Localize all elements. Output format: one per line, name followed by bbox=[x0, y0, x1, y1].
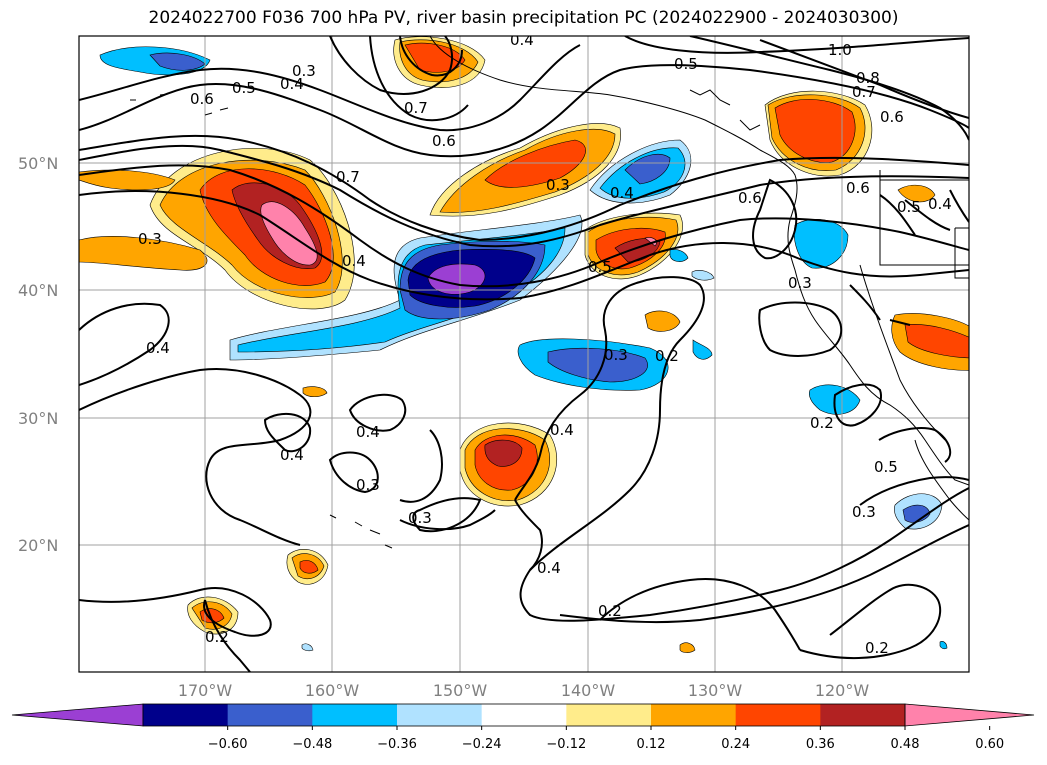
colorbar-segment bbox=[566, 704, 652, 726]
colorbar-tick-label: 0.60 bbox=[975, 737, 1004, 752]
colorbar-segment bbox=[481, 704, 567, 726]
contour-label: 1.0 bbox=[828, 41, 852, 59]
lat-label: 40°N bbox=[18, 281, 58, 300]
contour-label: 0.3 bbox=[356, 476, 380, 494]
lon-label: 150°W bbox=[433, 681, 488, 700]
longitude-labels: 170°W 160°W 150°W 140°W 130°W 120°W bbox=[178, 681, 870, 700]
lat-label: 30°N bbox=[18, 409, 58, 428]
contour-label: 0.2 bbox=[810, 414, 834, 432]
contour-label: 0.2 bbox=[598, 602, 622, 620]
map-panel: 0.3 0.4 0.5 0.6 0.7 0.6 0.4 0.5 1.0 0.8 … bbox=[79, 31, 969, 672]
contour-label: 0.5 bbox=[674, 55, 698, 73]
contour-label: 0.4 bbox=[928, 195, 952, 213]
colorbar-tick-label: 0.12 bbox=[637, 737, 666, 752]
contour-label: 0.5 bbox=[874, 458, 898, 476]
coastlines bbox=[130, 36, 969, 549]
colorbar-segment bbox=[143, 704, 229, 726]
colorbar-segment bbox=[820, 704, 906, 726]
contour-label: 0.3 bbox=[292, 62, 316, 80]
contour-label: 0.3 bbox=[546, 176, 570, 194]
contour-label: 0.5 bbox=[897, 198, 921, 216]
colorbar-min-extension bbox=[11, 703, 144, 727]
contour-label: 0.6 bbox=[846, 179, 870, 197]
colorbar-max-extension bbox=[904, 703, 1035, 727]
colorbar-segment bbox=[397, 704, 483, 726]
latitude-labels: 50°N 40°N 30°N 20°N bbox=[18, 154, 58, 555]
colorbar: −0.60 −0.48 −0.36 −0.24 −0.12 0.12 0.24 0.36 0.4… bbox=[11, 703, 1035, 752]
contour-label: 0.6 bbox=[190, 90, 214, 108]
contour-label: 0.4 bbox=[280, 446, 304, 464]
colorbar-tick-label: −0.48 bbox=[292, 737, 332, 752]
contour-label: 0.6 bbox=[880, 108, 904, 126]
lon-label: 120°W bbox=[815, 681, 870, 700]
lon-label: 140°W bbox=[561, 681, 616, 700]
lat-label: 50°N bbox=[18, 154, 58, 173]
colorbar-tick-label: 0.24 bbox=[721, 737, 750, 752]
map-frame bbox=[78, 35, 970, 673]
contour-label: 0.4 bbox=[342, 252, 366, 270]
lon-label: 130°W bbox=[688, 681, 743, 700]
contour-label: 0.4 bbox=[146, 339, 170, 357]
contour-label: 0.3 bbox=[788, 274, 812, 292]
shaded-anomalies bbox=[79, 36, 969, 653]
colorbar-segment bbox=[312, 704, 398, 726]
contour-label: 0.2 bbox=[865, 639, 889, 657]
colorbar-tick-label: 0.36 bbox=[806, 737, 835, 752]
contour-label: 0.7 bbox=[852, 83, 876, 101]
contour-label: 0.4 bbox=[550, 421, 574, 439]
contour-label: 0.4 bbox=[280, 75, 304, 93]
colorbar-segment bbox=[735, 704, 821, 726]
pv-contours bbox=[79, 36, 969, 672]
contour-label: 0.5 bbox=[232, 79, 256, 97]
contour-labels: 0.3 0.4 0.5 0.6 0.7 0.6 0.4 0.5 1.0 0.8 … bbox=[138, 31, 952, 657]
contour-label: 0.6 bbox=[432, 132, 456, 150]
colorbar-segment bbox=[227, 704, 313, 726]
contour-label: 0.2 bbox=[655, 347, 679, 365]
contour-label: 0.2 bbox=[205, 628, 229, 646]
contour-label: 0.8 bbox=[856, 69, 880, 87]
contour-label: 0.7 bbox=[404, 99, 428, 117]
colorbar-outline bbox=[142, 703, 906, 727]
contour-label: 0.7 bbox=[336, 168, 360, 186]
lon-label: 170°W bbox=[178, 681, 233, 700]
map-title: 2024022700 F036 700 hPa PV, river basin … bbox=[148, 8, 899, 28]
contour-label: 0.3 bbox=[408, 509, 432, 527]
contour-label: 0.4 bbox=[510, 31, 534, 49]
colorbar-tick-label: −0.60 bbox=[208, 737, 248, 752]
contour-label: 0.5 bbox=[588, 258, 612, 276]
contour-label: 0.3 bbox=[852, 503, 876, 521]
contour-label: 0.3 bbox=[138, 230, 162, 248]
contour-label: 0.4 bbox=[537, 559, 561, 577]
colorbar-tick-label: −0.24 bbox=[462, 737, 502, 752]
contour-label: 0.6 bbox=[738, 189, 762, 207]
colorbar-segment bbox=[651, 704, 737, 726]
contour-label: 0.4 bbox=[356, 423, 380, 441]
colorbar-tick-label: 0.48 bbox=[891, 737, 920, 752]
colorbar-tick-label: −0.12 bbox=[546, 737, 586, 752]
contour-label: 0.4 bbox=[610, 184, 634, 202]
colorbar-tick-label: −0.36 bbox=[377, 737, 417, 752]
contour-label: 0.3 bbox=[604, 346, 628, 364]
lon-label: 160°W bbox=[305, 681, 360, 700]
lat-label: 20°N bbox=[18, 536, 58, 555]
